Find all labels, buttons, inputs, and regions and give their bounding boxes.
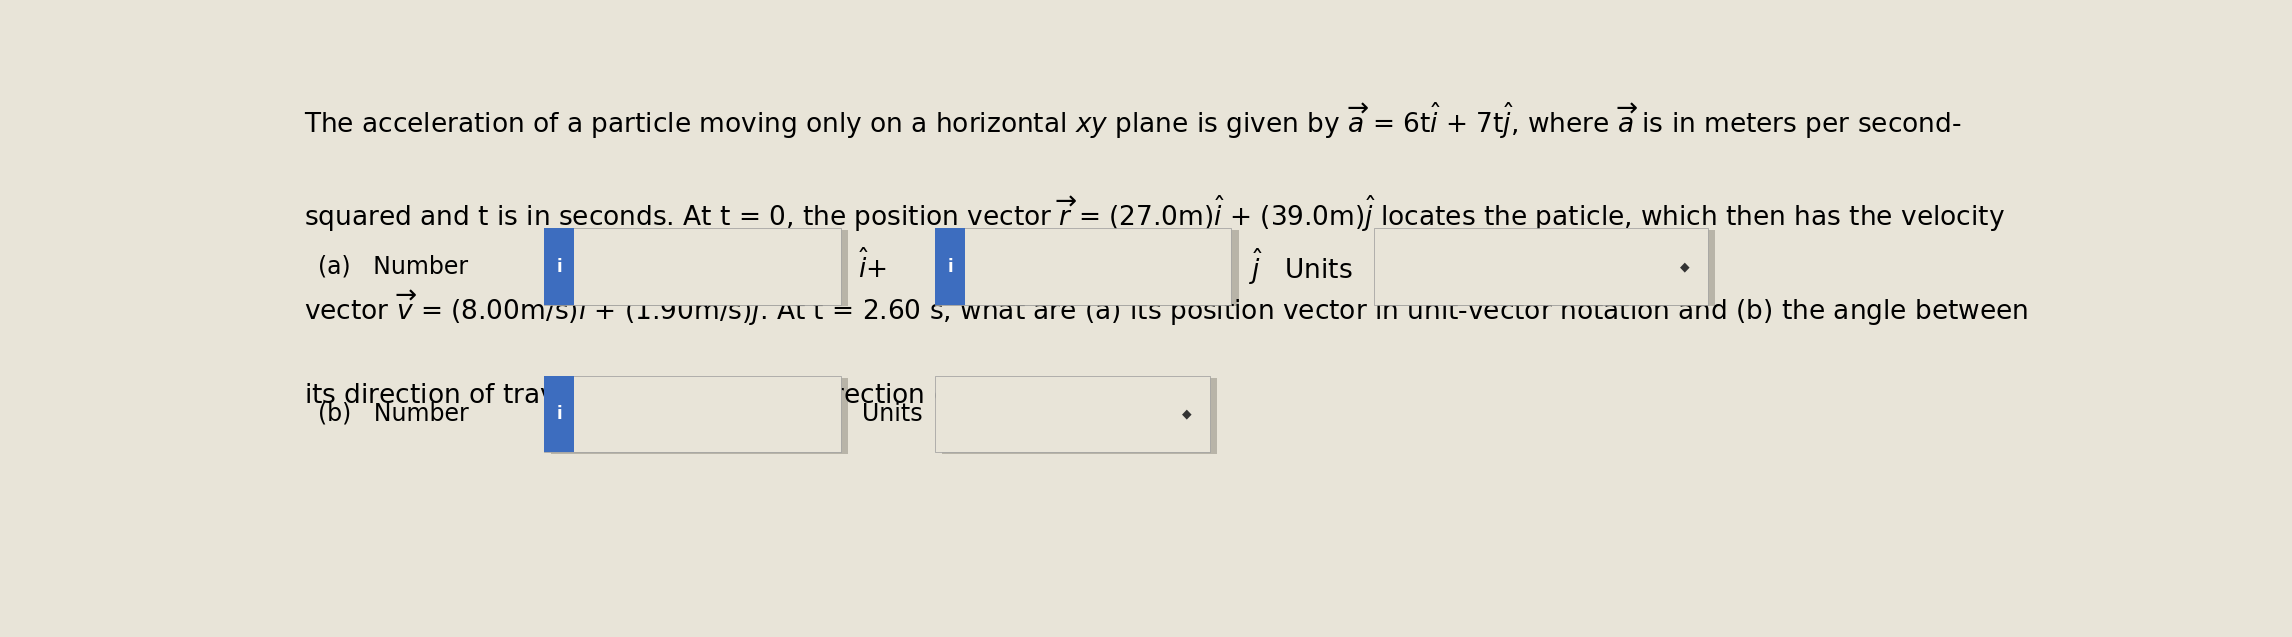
- Bar: [942, 378, 1217, 454]
- Text: The acceleration of a particle moving only on a horizontal $xy$ plane is given b: The acceleration of a particle moving on…: [305, 101, 1962, 141]
- Text: its direction of travel and the positive direction of the $x$ axis?: its direction of travel and the positive…: [305, 380, 1109, 410]
- Bar: [543, 229, 841, 304]
- Text: Units: Units: [862, 402, 924, 426]
- Bar: [1380, 231, 1714, 306]
- Bar: [543, 376, 841, 452]
- Bar: [1373, 229, 1708, 304]
- Bar: [942, 231, 1238, 306]
- Text: squared and t is in seconds. At t = 0, the position vector $\overrightarrow{r}$ : squared and t is in seconds. At t = 0, t…: [305, 194, 2006, 234]
- Bar: [935, 229, 1231, 304]
- Bar: [935, 229, 965, 304]
- Bar: [543, 376, 575, 452]
- Text: ◆: ◆: [1680, 260, 1689, 273]
- Text: i: i: [947, 257, 953, 276]
- Bar: [550, 378, 848, 454]
- Text: i: i: [557, 404, 562, 423]
- Text: vector $\overrightarrow{v}$ = (8.00m/s)$\hat{i}$ + (1.90m/s)$\hat{j}$. At t = 2.: vector $\overrightarrow{v}$ = (8.00m/s)$…: [305, 287, 2028, 327]
- Bar: [550, 231, 848, 306]
- Bar: [543, 229, 575, 304]
- Text: ◆: ◆: [1183, 407, 1192, 420]
- Text: (b)   Number: (b) Number: [319, 402, 470, 426]
- Text: $\hat{i}$+: $\hat{i}$+: [860, 249, 887, 283]
- Text: i: i: [557, 257, 562, 276]
- Bar: [935, 376, 1210, 452]
- Text: $\hat{j}$   Units: $\hat{j}$ Units: [1249, 247, 1352, 287]
- Text: (a)   Number: (a) Number: [319, 255, 468, 278]
